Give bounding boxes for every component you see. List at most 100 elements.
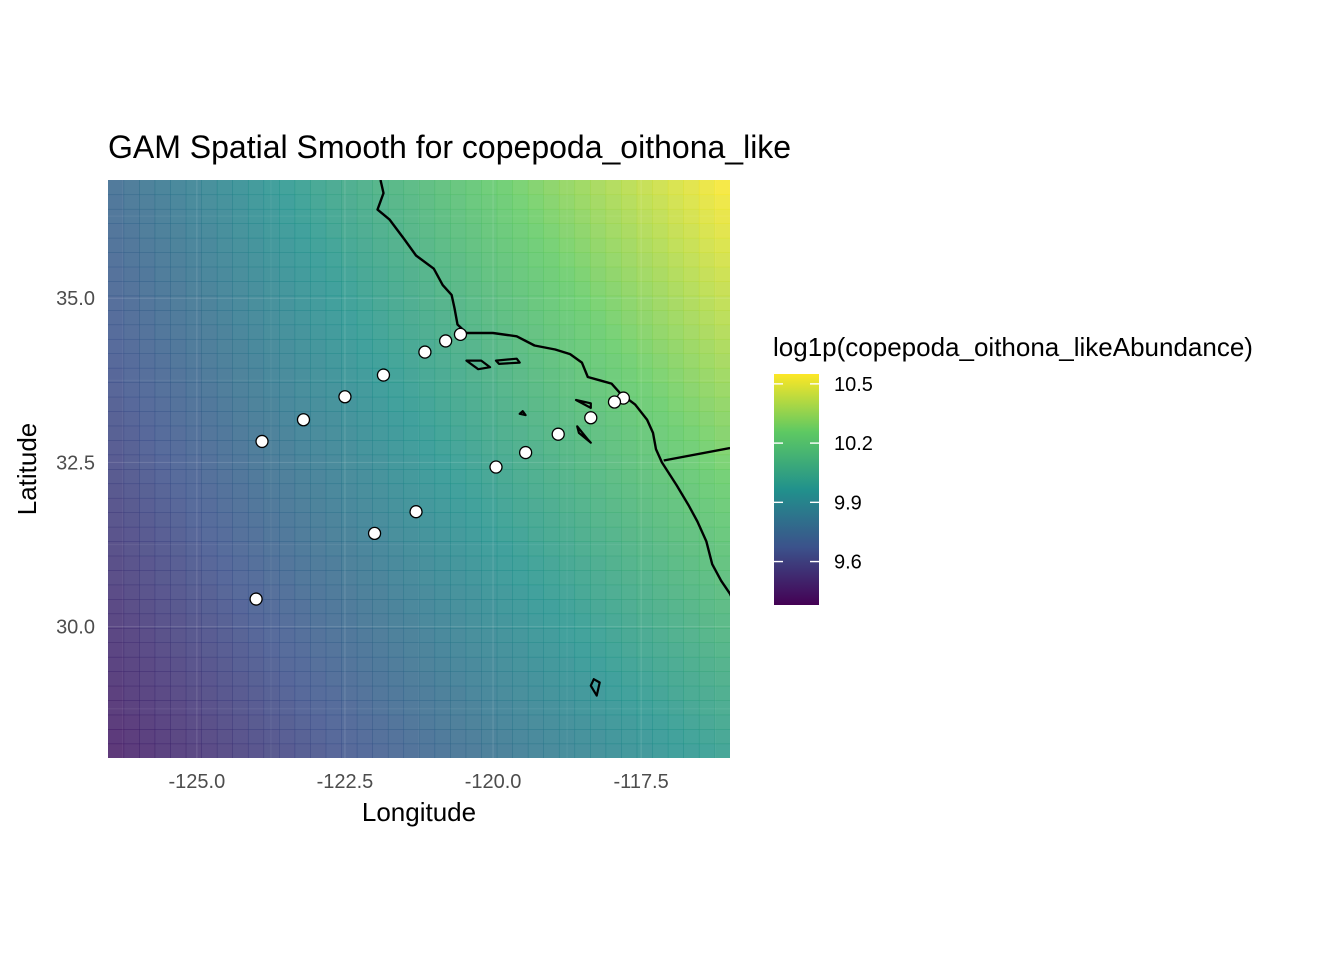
surface-cell xyxy=(372,353,389,369)
surface-cell xyxy=(123,584,140,600)
surface-cell xyxy=(403,700,420,716)
surface-cell xyxy=(294,685,311,701)
surface-cell xyxy=(605,237,622,253)
surface-cell xyxy=(108,526,125,542)
surface-cell xyxy=(465,237,482,253)
surface-cell xyxy=(434,541,451,557)
surface-cell xyxy=(154,469,171,485)
surface-cell xyxy=(636,497,653,513)
surface-cell xyxy=(310,627,327,643)
surface-cell xyxy=(154,338,171,354)
surface-cell xyxy=(325,685,342,701)
surface-cell xyxy=(294,483,311,499)
surface-cell xyxy=(154,541,171,557)
surface-cell xyxy=(356,338,373,354)
surface-cell xyxy=(450,454,467,470)
surface-cell xyxy=(201,700,218,716)
surface-cell xyxy=(201,382,218,398)
surface-cell xyxy=(636,252,653,268)
surface-cell xyxy=(108,599,125,615)
colorbar-tick-label: 10.5 xyxy=(834,374,873,396)
surface-cell xyxy=(108,281,125,297)
surface-cell xyxy=(341,483,358,499)
surface-cell xyxy=(465,584,482,600)
surface-cell xyxy=(170,555,187,571)
surface-cell xyxy=(605,526,622,542)
surface-cell xyxy=(667,252,684,268)
surface-cell xyxy=(139,469,156,485)
surface-cell xyxy=(356,512,373,528)
surface-cell xyxy=(154,281,171,297)
surface-cell xyxy=(216,194,233,210)
surface-cell xyxy=(652,208,669,224)
surface-cell xyxy=(232,454,249,470)
surface-cell xyxy=(683,714,700,730)
surface-cell xyxy=(356,497,373,513)
surface-cell xyxy=(185,382,202,398)
surface-cell xyxy=(434,642,451,658)
surface-cell xyxy=(139,367,156,383)
surface-cell xyxy=(216,295,233,311)
surface-cell xyxy=(170,310,187,326)
surface-cell xyxy=(574,584,591,600)
surface-cell xyxy=(543,252,560,268)
surface-cell xyxy=(123,642,140,658)
surface-cell xyxy=(605,642,622,658)
surface-cell xyxy=(574,281,591,297)
surface-cell xyxy=(714,526,730,542)
surface-cell xyxy=(558,685,576,701)
surface-cell xyxy=(139,310,156,326)
surface-cell xyxy=(698,570,716,586)
surface-cell xyxy=(683,223,700,239)
surface-cell xyxy=(683,338,700,354)
surface-cell xyxy=(465,656,482,672)
surface-cell xyxy=(294,425,311,441)
surface-cell xyxy=(683,541,700,557)
surface-cell xyxy=(590,396,607,412)
surface-cell xyxy=(590,714,607,730)
surface-cell xyxy=(372,237,389,253)
surface-cell xyxy=(574,700,591,716)
surface-cell xyxy=(621,324,638,340)
surface-cell xyxy=(450,700,467,716)
surface-cell xyxy=(201,584,218,600)
surface-cell xyxy=(356,642,373,658)
surface-cell xyxy=(683,743,700,758)
surface-cell xyxy=(574,454,591,470)
surface-cell xyxy=(543,310,560,326)
surface-cell xyxy=(527,180,544,196)
surface-cell xyxy=(263,685,280,701)
surface-cell xyxy=(201,512,218,528)
surface-cell xyxy=(574,483,591,499)
surface-cell xyxy=(403,555,420,571)
surface-cell xyxy=(496,208,513,224)
surface-cell xyxy=(667,266,684,282)
surface-cell xyxy=(123,295,140,311)
surface-cell xyxy=(123,440,140,456)
surface-cell xyxy=(263,627,280,643)
surface-cell xyxy=(108,671,125,687)
surface-cell xyxy=(263,656,280,672)
surface-cell xyxy=(465,714,482,730)
surface-cell xyxy=(481,700,498,716)
surface-cell xyxy=(201,541,218,557)
surface-cell xyxy=(605,627,622,643)
surface-cell xyxy=(185,440,202,456)
surface-cell xyxy=(387,512,405,528)
surface-cell xyxy=(263,454,280,470)
surface-cell xyxy=(310,425,327,441)
surface-cell xyxy=(590,656,607,672)
surface-cell xyxy=(434,743,451,758)
surface-cell xyxy=(201,324,218,340)
colorbar-tick-label: 10.2 xyxy=(834,433,873,455)
surface-cell xyxy=(590,237,607,253)
surface-cell xyxy=(356,729,373,745)
surface-cell xyxy=(590,642,607,658)
surface-cell xyxy=(372,180,389,196)
station-points xyxy=(249,327,631,606)
surface-cell xyxy=(558,642,576,658)
surface-cell xyxy=(279,469,296,485)
surface-cell xyxy=(683,685,700,701)
surface-cell xyxy=(434,729,451,745)
surface-cell xyxy=(139,223,156,239)
